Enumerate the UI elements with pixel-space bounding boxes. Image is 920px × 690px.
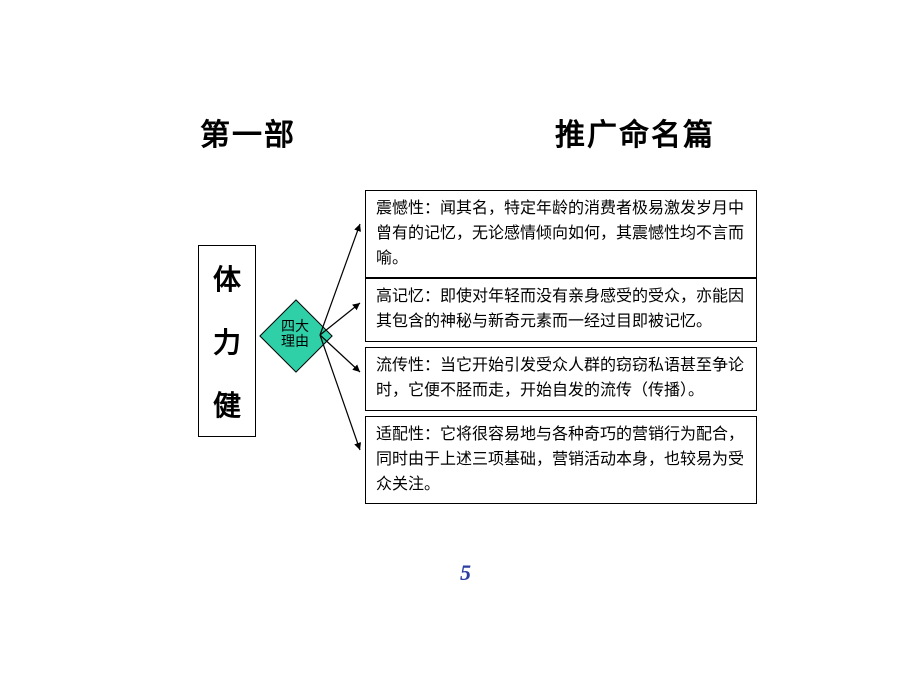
page-number: 5 xyxy=(460,560,471,586)
reason-box-3: 适配性：它将很容易地与各种奇巧的营销行为配合，同时由于上述三项基础，营销活动本身… xyxy=(365,416,757,504)
vertical-char-1: 力 xyxy=(213,321,241,361)
vertical-keyword-box: 体 力 健 xyxy=(198,245,256,437)
diamond-label: 四大 理由 xyxy=(270,310,320,360)
vertical-char-0: 体 xyxy=(213,258,241,298)
diamond-node: 四大 理由 xyxy=(270,310,320,360)
arrow-0 xyxy=(320,224,360,335)
reason-box-1: 高记忆：即使对年轻而没有亲身感受的受众，亦能因其包含的神秘与新奇元素而一经过目即… xyxy=(365,278,757,342)
title-right: 推广命名篇 xyxy=(555,110,715,154)
reason-box-2: 流传性：当它开始引发受众人群的窃窃私语甚至争论时，它便不胫而走，开始自发的流传（… xyxy=(365,347,757,411)
diamond-label-line1: 四大 xyxy=(281,320,309,335)
arrows-layer xyxy=(0,0,920,690)
diamond-label-line2: 理由 xyxy=(281,335,309,350)
vertical-char-2: 健 xyxy=(213,384,241,424)
title-left: 第一部 xyxy=(200,110,296,154)
arrow-3 xyxy=(320,335,360,450)
slide-root: 第一部 推广命名篇 体 力 健 四大 理由 震憾性：闻其名，特定年龄的消费者极易… xyxy=(0,0,920,690)
reason-box-0: 震憾性：闻其名，特定年龄的消费者极易激发岁月中曾有的记忆，无论感情倾向如何，其震… xyxy=(365,190,757,278)
